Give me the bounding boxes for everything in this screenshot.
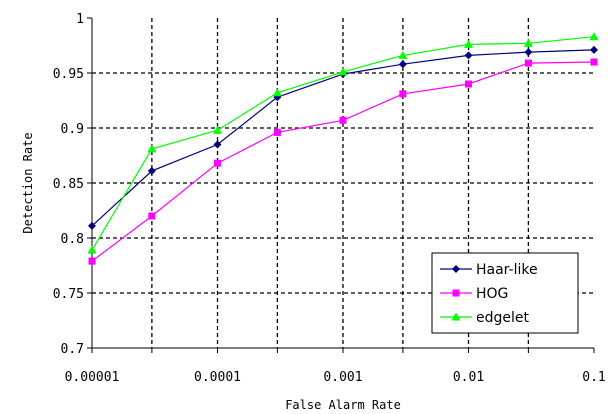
legend-item-hog: HOG: [440, 286, 508, 302]
data-point-haar-like: [213, 140, 222, 149]
x-axis-title: False Alarm Rate: [285, 398, 401, 412]
axes: [87, 17, 595, 353]
data-point-hog: [590, 58, 598, 66]
data-point-hog: [214, 159, 221, 167]
legend-marker: [451, 312, 461, 321]
data-point-hog: [524, 59, 532, 67]
data-point-edgelet: [398, 50, 408, 59]
data-point-hog: [399, 90, 407, 98]
x-tick-label: 0.01: [453, 370, 484, 385]
data-point-edgelet: [147, 144, 157, 153]
y-tick-label: 0.95: [53, 67, 84, 82]
data-point-haar-like: [524, 48, 533, 57]
series-edgelet: [87, 32, 599, 254]
series-hog: [88, 58, 598, 265]
y-tick-label: 0.7: [61, 342, 84, 357]
legend-marker: [452, 265, 460, 273]
data-point-edgelet: [87, 245, 97, 254]
data-point-edgelet: [464, 39, 473, 48]
x-tick-label: 0.0001: [194, 370, 241, 385]
y-tick-label: 0.85: [53, 177, 84, 192]
data-point-hog: [465, 80, 472, 88]
data-point-hog: [88, 257, 96, 265]
data-point-edgelet: [272, 88, 282, 97]
data-point-hog: [148, 212, 156, 220]
y-tick-label: 0.8: [61, 232, 84, 247]
y-tick-label: 0.9: [61, 122, 84, 137]
data-point-hog: [339, 116, 347, 124]
y-axis-title: Detection Rate: [21, 132, 35, 233]
x-tick-label: 0.1: [582, 370, 605, 385]
legend-label: HOG: [476, 286, 508, 302]
y-tick-label: 0.75: [53, 287, 84, 302]
series-group: [87, 32, 599, 265]
data-point-haar-like: [464, 51, 473, 60]
legend-marker: [452, 289, 460, 297]
legend-item-edgelet: edgelet: [440, 310, 530, 326]
x-tick-label: 0.00001: [65, 370, 120, 385]
data-point-haar-like: [590, 45, 598, 54]
data-point-edgelet: [523, 38, 533, 47]
data-point-haar-like: [88, 221, 96, 230]
legend-item-haar-like: Haar-like: [440, 262, 538, 278]
legend-label: Haar-like: [476, 262, 538, 278]
x-tick-label: 0.001: [323, 370, 362, 385]
data-point-edgelet: [213, 125, 222, 134]
data-point-hog: [273, 128, 281, 136]
tick-labels: 0.7 0.75 0.8 0.85 0.9 0.95 1 0.00001 0.0001 0.001…: [53, 12, 606, 385]
data-point-haar-like: [147, 166, 156, 175]
legend-label: edgelet: [476, 310, 530, 326]
legend: Haar-like HOG edgelet: [431, 252, 579, 334]
data-point-edgelet: [338, 67, 348, 76]
y-tick-label: 1: [76, 12, 84, 27]
data-point-edgelet: [589, 32, 599, 41]
data-point-haar-like: [398, 60, 407, 69]
